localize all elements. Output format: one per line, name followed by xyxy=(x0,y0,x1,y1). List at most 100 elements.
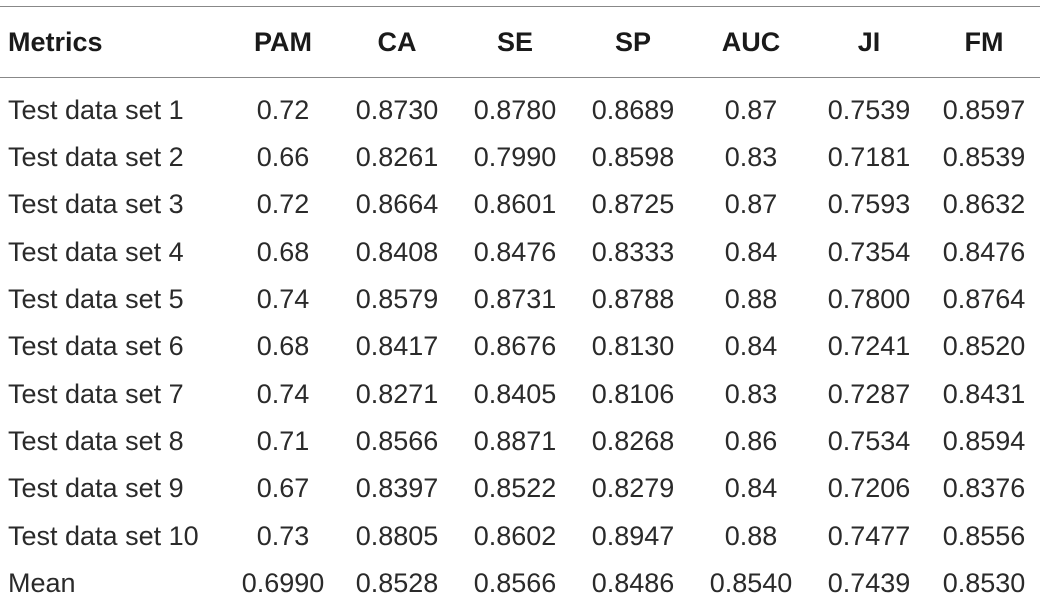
cell-se: 0.8476 xyxy=(473,236,557,267)
cell-label: Test data set 2 xyxy=(8,142,184,173)
cell-auc: 0.8540 xyxy=(709,567,793,598)
table-row: Test data set 1 0.72 0.8730 0.8780 0.8689 0.8… xyxy=(0,77,1040,134)
cell-ji: 0.7287 xyxy=(827,378,911,409)
cell-ji: 0.7593 xyxy=(827,189,911,220)
cell-pam: 0.67 xyxy=(256,473,310,504)
cell-ca: 0.8408 xyxy=(355,236,439,267)
cell-fm: 0.8530 xyxy=(942,567,1026,598)
cell-se: 0.7990 xyxy=(473,142,557,173)
cell-se: 0.8601 xyxy=(473,189,557,220)
cell-sp: 0.8486 xyxy=(591,567,675,598)
cell-se: 0.8602 xyxy=(473,520,557,551)
header-sp: SP xyxy=(614,26,652,57)
cell-se: 0.8522 xyxy=(473,473,557,504)
cell-ca: 0.8528 xyxy=(355,567,439,598)
cell-pam: 0.73 xyxy=(256,520,310,551)
table-row: Test data set 9 0.67 0.8397 0.8522 0.8279 0.8… xyxy=(0,465,1040,512)
cell-ji: 0.7539 xyxy=(827,95,911,125)
cell-pam: 0.68 xyxy=(256,236,310,267)
cell-fm: 0.8597 xyxy=(942,95,1026,125)
cell-label: Test data set 8 xyxy=(8,425,184,456)
cell-label: Test data set 6 xyxy=(8,331,184,362)
cell-auc: 0.86 xyxy=(724,425,778,456)
cell-pam: 0.74 xyxy=(256,284,310,315)
cell-ca: 0.8805 xyxy=(355,520,439,551)
cell-ji: 0.7206 xyxy=(827,473,911,504)
cell-se: 0.8780 xyxy=(473,95,557,125)
cell-label: Test data set 1 xyxy=(8,95,184,125)
table-row: Test data set 6 0.68 0.8417 0.8676 0.8130 0.8… xyxy=(0,323,1040,370)
cell-fm: 0.8764 xyxy=(942,284,1026,315)
cell-pam: 0.74 xyxy=(256,378,310,409)
cell-se: 0.8731 xyxy=(473,284,557,315)
cell-auc: 0.88 xyxy=(724,284,778,315)
cell-auc: 0.87 xyxy=(724,95,778,125)
cell-ji: 0.7534 xyxy=(827,425,911,456)
cell-ca: 0.8566 xyxy=(355,425,439,456)
table-row: Test data set 7 0.74 0.8271 0.8405 0.8106 0.8… xyxy=(0,370,1040,417)
cell-pam: 0.6990 xyxy=(241,567,325,598)
cell-fm: 0.8431 xyxy=(942,378,1026,409)
cell-label: Mean xyxy=(8,567,76,598)
cell-se: 0.8405 xyxy=(473,378,557,409)
cell-auc: 0.83 xyxy=(724,142,778,173)
cell-label: Test data set 10 xyxy=(8,520,199,551)
cell-ji: 0.7241 xyxy=(827,331,911,362)
table-row: Test data set 4 0.68 0.8408 0.8476 0.8333 0.8… xyxy=(0,229,1040,276)
cell-ca: 0.8579 xyxy=(355,284,439,315)
cell-ca: 0.8397 xyxy=(355,473,439,504)
cell-ca: 0.8261 xyxy=(355,142,439,173)
cell-se: 0.8871 xyxy=(473,425,557,456)
cell-pam: 0.72 xyxy=(256,95,310,125)
table-row: Mean 0.6990 0.8528 0.8566 0.8486 0.8540 0.7439… xyxy=(0,560,1040,607)
cell-sp: 0.8268 xyxy=(591,425,675,456)
cell-ji: 0.7477 xyxy=(827,520,911,551)
top-rule xyxy=(0,6,1040,7)
cell-fm: 0.8556 xyxy=(942,520,1026,551)
cell-sp: 0.8689 xyxy=(591,95,675,125)
header-pam: PAM xyxy=(254,26,312,57)
header-row: Metrics PAM CA SE SP AUC JI FM xyxy=(0,7,1040,77)
cell-auc: 0.83 xyxy=(724,378,778,409)
header-fm: FM xyxy=(964,26,1004,57)
cell-label: Test data set 4 xyxy=(8,236,184,267)
cell-se: 0.8676 xyxy=(473,331,557,362)
cell-fm: 0.8476 xyxy=(942,236,1026,267)
cell-fm: 0.8376 xyxy=(942,473,1026,504)
cell-label: Test data set 9 xyxy=(8,473,184,504)
table-row: Test data set 10 0.73 0.8805 0.8602 0.8947 0.… xyxy=(0,512,1040,559)
cell-sp: 0.8725 xyxy=(591,189,675,220)
cell-fm: 0.8594 xyxy=(942,425,1026,456)
metrics-table: Metrics PAM CA SE SP AUC JI FM Test data… xyxy=(0,7,1040,607)
cell-auc: 0.84 xyxy=(724,473,778,504)
cell-pam: 0.68 xyxy=(256,331,310,362)
cell-auc: 0.87 xyxy=(724,189,778,220)
cell-ca: 0.8271 xyxy=(355,378,439,409)
header-rule xyxy=(0,77,1040,78)
header-metrics: Metrics xyxy=(8,26,103,57)
cell-ji: 0.7181 xyxy=(827,142,911,173)
cell-fm: 0.8520 xyxy=(942,331,1026,362)
cell-ji: 0.7800 xyxy=(827,284,911,315)
cell-label: Test data set 7 xyxy=(8,378,184,409)
cell-ji: 0.7439 xyxy=(827,567,911,598)
table-row: Test data set 3 0.72 0.8664 0.8601 0.8725 0.8… xyxy=(0,181,1040,228)
header-auc: AUC xyxy=(721,26,781,57)
cell-sp: 0.8279 xyxy=(591,473,675,504)
cell-label: Test data set 3 xyxy=(8,189,184,220)
cell-ji: 0.7354 xyxy=(827,236,911,267)
cell-pam: 0.71 xyxy=(256,425,310,456)
cell-sp: 0.8130 xyxy=(591,331,675,362)
cell-fm: 0.8632 xyxy=(942,189,1026,220)
cell-sp: 0.8106 xyxy=(591,378,675,409)
cell-sp: 0.8788 xyxy=(591,284,675,315)
header-ji: JI xyxy=(857,26,881,57)
cell-pam: 0.72 xyxy=(256,189,310,220)
header-se: SE xyxy=(496,26,534,57)
cell-pam: 0.66 xyxy=(256,142,310,173)
cell-sp: 0.8333 xyxy=(591,236,675,267)
cell-ca: 0.8417 xyxy=(355,331,439,362)
cell-sp: 0.8947 xyxy=(591,520,675,551)
cell-fm: 0.8539 xyxy=(942,142,1026,173)
